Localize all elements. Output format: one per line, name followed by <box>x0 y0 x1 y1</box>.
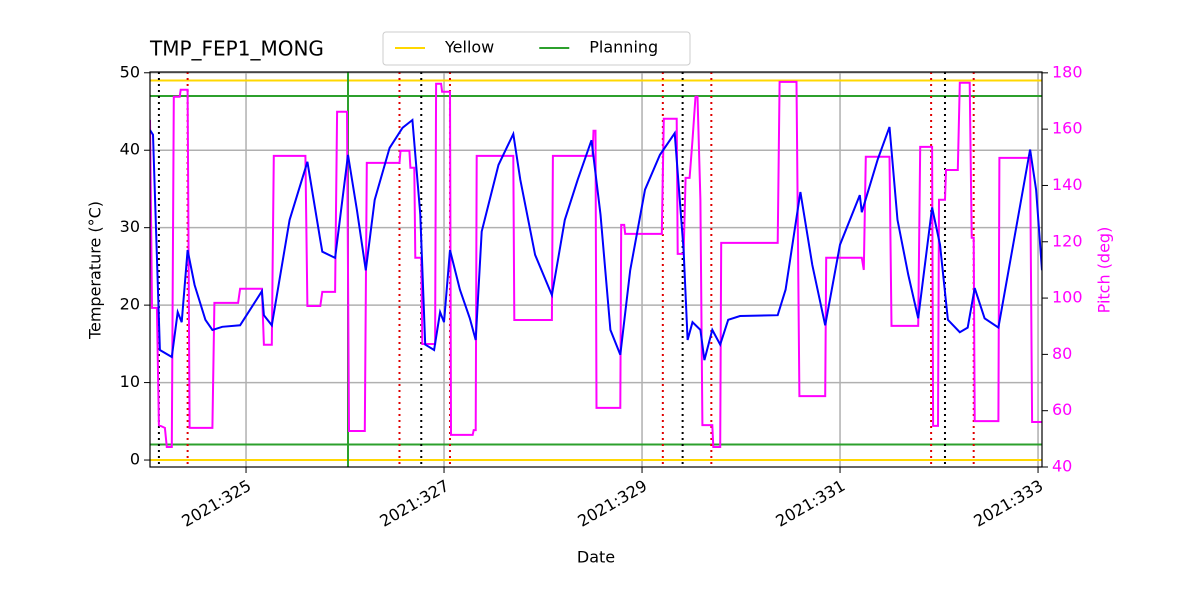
chart-title: TMP_FEP1_MONG <box>149 37 324 61</box>
y2-tick-label: 60 <box>1052 400 1072 419</box>
y2-tick-label: 80 <box>1052 344 1072 363</box>
y2-tick-label: 100 <box>1052 288 1083 307</box>
series-line <box>150 80 1042 448</box>
series-line <box>150 118 1042 361</box>
y2-tick-label: 180 <box>1052 62 1083 81</box>
x-tick-label: 2021:325 <box>178 476 254 531</box>
x-tick-label: 2021:333 <box>970 476 1046 531</box>
y2-tick-label: 140 <box>1052 175 1083 194</box>
y-tick-label: 50 <box>120 62 140 81</box>
y-tick-label: 10 <box>120 372 140 391</box>
y2-tick-label: 120 <box>1052 231 1083 250</box>
legend-box <box>382 31 691 66</box>
plot-area <box>150 72 1042 467</box>
y-tick-label: 0 <box>130 450 140 469</box>
y-tick-label: 40 <box>120 140 140 159</box>
legend-label: Planning <box>589 38 658 57</box>
y2-axis-label: Pitch (deg) <box>1095 227 1114 314</box>
x-axis-label: Date <box>577 548 615 567</box>
y2-tick-label: 40 <box>1052 457 1072 476</box>
y-tick-label: 30 <box>120 217 140 236</box>
x-tick-label: 2021:329 <box>574 476 650 531</box>
plot-frame <box>149 71 1043 468</box>
y-tick-label: 20 <box>120 295 140 314</box>
y-axis-label: Temperature (°C) <box>86 201 105 340</box>
x-tick-label: 2021:331 <box>772 476 848 531</box>
legend-label: Yellow <box>444 38 494 57</box>
y2-tick-label: 160 <box>1052 119 1083 138</box>
x-tick-label: 2021:327 <box>376 476 452 531</box>
